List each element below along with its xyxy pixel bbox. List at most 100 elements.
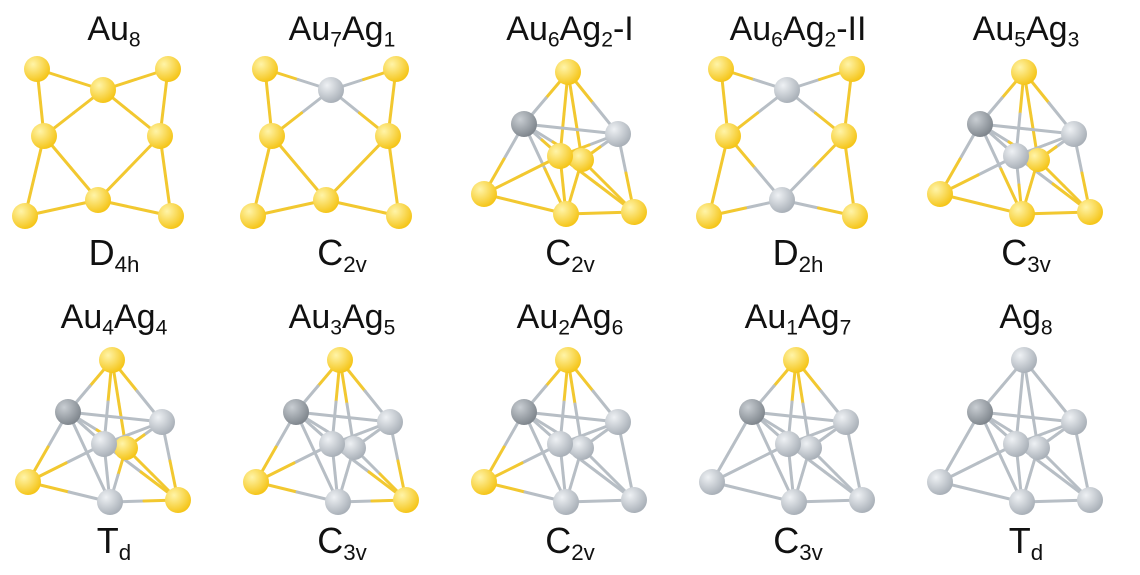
- formula-part: Ag: [114, 298, 156, 336]
- silver-atom: [553, 489, 579, 515]
- formula-subscript: 7: [330, 28, 342, 52]
- point-group-label: Td: [912, 520, 1140, 564]
- formula-part: Au: [744, 298, 787, 336]
- formula-subscript: 5: [1014, 28, 1026, 52]
- silver-atom: [1061, 121, 1087, 147]
- silver-atom: [91, 431, 117, 457]
- cluster-formula: Au3Ag5: [228, 298, 456, 340]
- symmetry-subscript: 2v: [571, 540, 595, 566]
- formula-subscript: 4: [155, 316, 168, 340]
- symmetry-subscript: 4h: [114, 252, 140, 278]
- gold-atom: [386, 203, 412, 229]
- point-group-label: D2h: [684, 232, 912, 276]
- symmetry-subscript: 3v: [1027, 252, 1051, 278]
- point-group-label: C3v: [912, 232, 1140, 278]
- gold-atom: [927, 181, 953, 207]
- silver-atom: [833, 409, 859, 435]
- point-group-label: C3v: [228, 520, 456, 564]
- gold-atom: [31, 123, 57, 149]
- gold-atom: [1011, 59, 1037, 85]
- gold-atom: [555, 59, 581, 85]
- formula-part: Ag: [342, 298, 384, 336]
- symmetry-subscript: 2v: [343, 252, 367, 278]
- symmetry-part: T: [1008, 520, 1031, 561]
- silver-atom: [511, 111, 537, 137]
- silver-atom: [967, 399, 993, 425]
- formula-subscript: 6: [547, 28, 560, 52]
- cluster-structure-au4ag4: [15, 347, 191, 515]
- gold-atom: [547, 143, 573, 169]
- cluster-formula: Au6Ag2-II: [684, 10, 912, 51]
- cluster-formula: Au4Ag4: [0, 298, 228, 340]
- gold-atom: [570, 148, 594, 172]
- gold-atom: [165, 487, 191, 513]
- cluster-formula: Au5Ag3: [912, 10, 1140, 52]
- cluster-structure-ag8: [927, 347, 1103, 515]
- symmetry-subscript: 2v: [571, 252, 595, 278]
- formula-part: Ag: [570, 298, 612, 336]
- silver-atom: [547, 431, 573, 457]
- cluster-structure-au6ag2-i: [471, 59, 647, 227]
- formula-subscript: 6: [611, 316, 624, 340]
- formula-subscript: 8: [1040, 316, 1053, 340]
- cluster-structure-au1ag7: [699, 347, 875, 515]
- formula-part: Ag: [559, 10, 602, 48]
- formula-part: Au: [972, 10, 1015, 48]
- cluster-formula: Au1Ag7: [684, 298, 912, 340]
- gold-atom: [1077, 199, 1103, 225]
- gold-atom: [12, 203, 38, 229]
- cluster-formula: Ag8: [912, 298, 1140, 340]
- silver-atom: [342, 436, 366, 460]
- symmetry-subscript: d: [118, 540, 132, 566]
- symmetry-part: C: [1001, 232, 1028, 273]
- silver-atom: [967, 111, 993, 137]
- gold-atom: [1009, 201, 1035, 227]
- silver-atom: [283, 399, 309, 425]
- gold-atom: [114, 436, 138, 460]
- symmetry-part: C: [545, 520, 572, 561]
- gold-atom: [90, 77, 116, 103]
- formula-part: Au: [288, 10, 331, 48]
- gold-atom: [715, 123, 741, 149]
- symmetry-part: C: [317, 520, 344, 561]
- gold-atom: [259, 123, 285, 149]
- formula-subscript: 2: [601, 28, 613, 52]
- point-group-label: Td: [0, 520, 228, 566]
- formula-part: Au: [729, 10, 772, 48]
- cluster-panel-au6ag2-ii: Au6Ag2-II D2h: [684, 0, 912, 287]
- silver-atom: [55, 399, 81, 425]
- gold-atom: [393, 487, 419, 513]
- formula-subscript: 3: [1067, 28, 1080, 52]
- formula-subscript: 7: [839, 316, 852, 340]
- formula-subscript: 3: [330, 316, 342, 340]
- silver-atom: [149, 409, 175, 435]
- gold-atom: [99, 347, 125, 373]
- cluster-panel-au6ag2-i: Au6Ag2-I C2v: [456, 0, 684, 287]
- silver-atom: [1003, 143, 1029, 169]
- cluster-formula: Au6Ag2-I: [456, 10, 684, 52]
- cluster-panel-au4ag4: Au4Ag4 Td: [0, 288, 228, 575]
- silver-atom: [1061, 409, 1087, 435]
- formula-part: Au: [60, 298, 103, 336]
- cluster-panel-au8: Au8 D4h: [0, 0, 228, 287]
- formula-part: Ag: [1026, 10, 1068, 48]
- cluster-panel-au7ag1: Au7Ag1 C2v: [228, 0, 456, 287]
- silver-atom: [377, 409, 403, 435]
- silver-atom: [318, 77, 344, 103]
- gold-atom: [24, 56, 50, 82]
- silver-atom: [769, 187, 795, 213]
- symmetry-part: D: [88, 232, 115, 273]
- formula-part: -II: [836, 10, 867, 48]
- gold-atom: [155, 56, 181, 82]
- silver-atom: [1077, 487, 1103, 513]
- silver-atom: [605, 409, 631, 435]
- silver-atom: [570, 436, 594, 460]
- silver-atom: [775, 431, 801, 457]
- gold-atom: [842, 203, 868, 229]
- symmetry-part: D: [772, 232, 799, 273]
- symmetry-part: T: [96, 520, 119, 561]
- symmetry-part: C: [545, 232, 572, 273]
- gold-atom: [243, 469, 269, 495]
- silver-atom: [325, 489, 351, 515]
- formula-subscript: 2: [558, 316, 570, 340]
